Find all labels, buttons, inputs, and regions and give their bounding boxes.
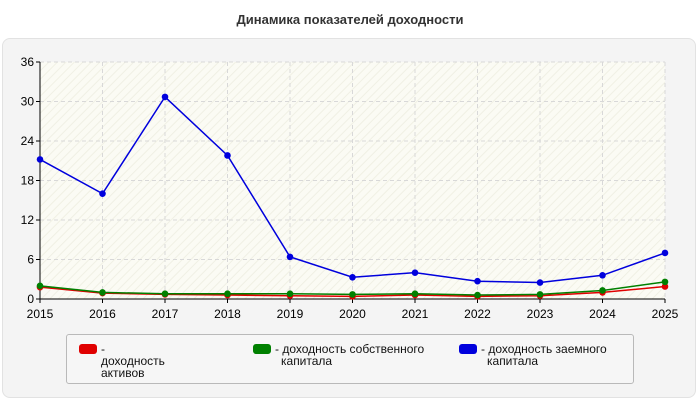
- data-point: [599, 287, 606, 294]
- data-point: [474, 291, 481, 299]
- chart-title: Динамика показателей доходности: [236, 12, 464, 27]
- legend-swatch-assets: [79, 344, 97, 354]
- x-tick-label: 2025: [652, 307, 679, 321]
- y-tick-label: 36: [21, 55, 35, 69]
- data-point: [36, 156, 44, 163]
- data-point: [536, 291, 544, 298]
- x-tick-label: 2024: [589, 307, 616, 321]
- y-tick-label: 0: [27, 292, 34, 306]
- legend-label-assets: - доходность активов: [101, 343, 165, 379]
- x-tick-label: 2018: [214, 307, 241, 321]
- data-point: [661, 283, 669, 290]
- y-tick-labels: 0 6 12 18 24 30 36: [21, 55, 35, 306]
- legend-swatch-debt: [459, 344, 477, 354]
- data-point: [599, 272, 606, 279]
- y-tick-label: 24: [21, 134, 35, 148]
- data-point: [349, 291, 356, 298]
- data-point: [474, 277, 481, 285]
- x-tick-label: 2023: [527, 307, 554, 321]
- x-tick-label: 2016: [89, 307, 116, 321]
- data-point: [286, 290, 294, 298]
- x-tick-labels: 2015 2016 2017 2018 2019 2020 2021 2022 2023 2024…: [27, 307, 679, 321]
- data-point: [224, 152, 231, 159]
- data-point: [224, 290, 231, 298]
- data-point: [286, 253, 294, 261]
- y-tick-label: 30: [21, 95, 35, 109]
- legend-label-debt: - доходность заемного капитала: [481, 343, 641, 367]
- grid-lines: [40, 61, 666, 299]
- data-point: [161, 93, 169, 101]
- y-tick-label: 18: [21, 174, 35, 188]
- legend-label-line: капитала: [487, 354, 539, 368]
- series-1: [36, 278, 669, 299]
- legend-label-line: - доходность собственного: [275, 342, 425, 356]
- x-tick-label: 2015: [27, 307, 54, 321]
- data-point: [411, 269, 419, 276]
- legend-swatch-equity: [253, 344, 271, 354]
- data-point: [349, 273, 356, 281]
- series-2: [36, 93, 669, 286]
- data-point: [661, 249, 669, 257]
- legend-label-line: - доходность активов: [101, 342, 165, 380]
- x-tick-label: 2017: [152, 307, 179, 321]
- x-tick-label: 2022: [464, 307, 491, 321]
- data-point: [36, 282, 44, 290]
- legend-label-equity: - доходность собственного капитала: [275, 343, 445, 367]
- x-tick-label: 2019: [277, 307, 304, 321]
- data-point: [99, 190, 106, 197]
- x-tick-label: 2021: [402, 307, 429, 321]
- data-point: [661, 278, 669, 286]
- data-point: [411, 290, 419, 298]
- y-tick-label: 12: [21, 213, 35, 227]
- y-tick-label: 6: [27, 253, 34, 267]
- legend: - доходность активов - доходность собств…: [66, 334, 634, 384]
- data-point: [161, 290, 169, 298]
- data-point: [99, 289, 106, 296]
- legend-label-line: - доходность заемного: [481, 342, 607, 356]
- x-tick-label: 2020: [339, 307, 366, 321]
- data-point: [536, 279, 544, 286]
- series-group: [36, 93, 669, 300]
- legend-label-line: капитала: [281, 354, 333, 368]
